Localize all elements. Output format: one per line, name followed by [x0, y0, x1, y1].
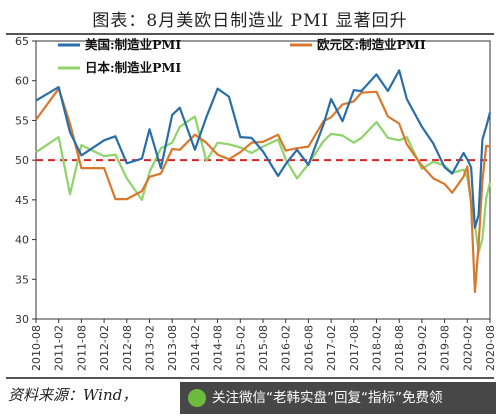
y-axis-ticks: 30 35 40 45 50 55 60 65: [15, 35, 36, 326]
series-line-0: [35, 69, 492, 229]
source-note: 资料来源：Wind，: [8, 386, 138, 404]
chart-frame: [35, 40, 491, 320]
x-tick-label: 2013-02: [144, 325, 157, 371]
x-tick-label: 2011-08: [75, 325, 88, 371]
legend-label-1: 欧元区:制造业PMI: [317, 37, 426, 52]
y-tick-label: 30: [15, 313, 29, 326]
x-tick-label: 2010-08: [30, 325, 43, 371]
watermark-text: 关注微信“老韩实盘”回复“指标”免费领: [212, 390, 443, 406]
wechat-icon: [188, 389, 206, 407]
x-tick-label: 2014-02: [189, 325, 202, 371]
x-tick-label: 2012-02: [98, 325, 111, 371]
x-tick-label: 2020-08: [484, 325, 497, 371]
y-tick-label: 65: [15, 35, 29, 48]
x-tick-label: 2013-08: [166, 325, 179, 371]
y-tick-label: 45: [15, 194, 29, 207]
y-tick-label: 55: [15, 114, 29, 127]
series-line-2: [35, 115, 492, 254]
x-tick-label: 2020-02: [461, 325, 474, 371]
x-tick-label: 2017-02: [325, 325, 338, 371]
legend-label-0: 美国:制造业PMI: [85, 37, 181, 52]
x-tick-label: 2015-08: [257, 325, 270, 371]
x-tick-label: 2014-08: [212, 325, 225, 371]
plot-border: [35, 40, 491, 320]
x-tick-label: 2019-08: [439, 325, 452, 371]
x-tick-label: 2017-08: [348, 325, 361, 371]
x-tick-label: 2018-02: [371, 325, 384, 371]
x-tick-label: 2019-02: [416, 325, 429, 371]
footer-divider: [6, 377, 494, 379]
x-tick-label: 2011-02: [53, 325, 66, 371]
series-lines: [35, 69, 492, 294]
chart-legend: 美国:制造业PMI 欧元区:制造业PMI 日本:制造业PMI: [58, 37, 426, 75]
y-tick-label: 40: [15, 234, 29, 247]
x-tick-label: 2012-08: [121, 325, 134, 371]
x-tick-label: 2016-02: [280, 325, 293, 371]
legend-label-2: 日本:制造业PMI: [85, 60, 181, 75]
chart-title: 图表：8月美欧日制造业 PMI 显著回升: [92, 11, 408, 31]
x-tick-label: 2015-02: [234, 325, 247, 371]
x-tick-label: 2018-08: [393, 325, 406, 371]
title-divider: [6, 33, 494, 35]
series-line-1: [35, 87, 491, 294]
watermark-banner: 关注微信“老韩实盘”回复“指标”免费领: [180, 382, 496, 414]
x-axis-ticks: 2010-08 2011-02 2011-08 2012-02 2012-08 2013-…: [30, 319, 497, 371]
y-tick-label: 50: [15, 154, 29, 167]
x-tick-label: 2016-08: [302, 325, 315, 371]
y-tick-label: 60: [15, 75, 29, 88]
y-tick-label: 35: [15, 273, 29, 286]
